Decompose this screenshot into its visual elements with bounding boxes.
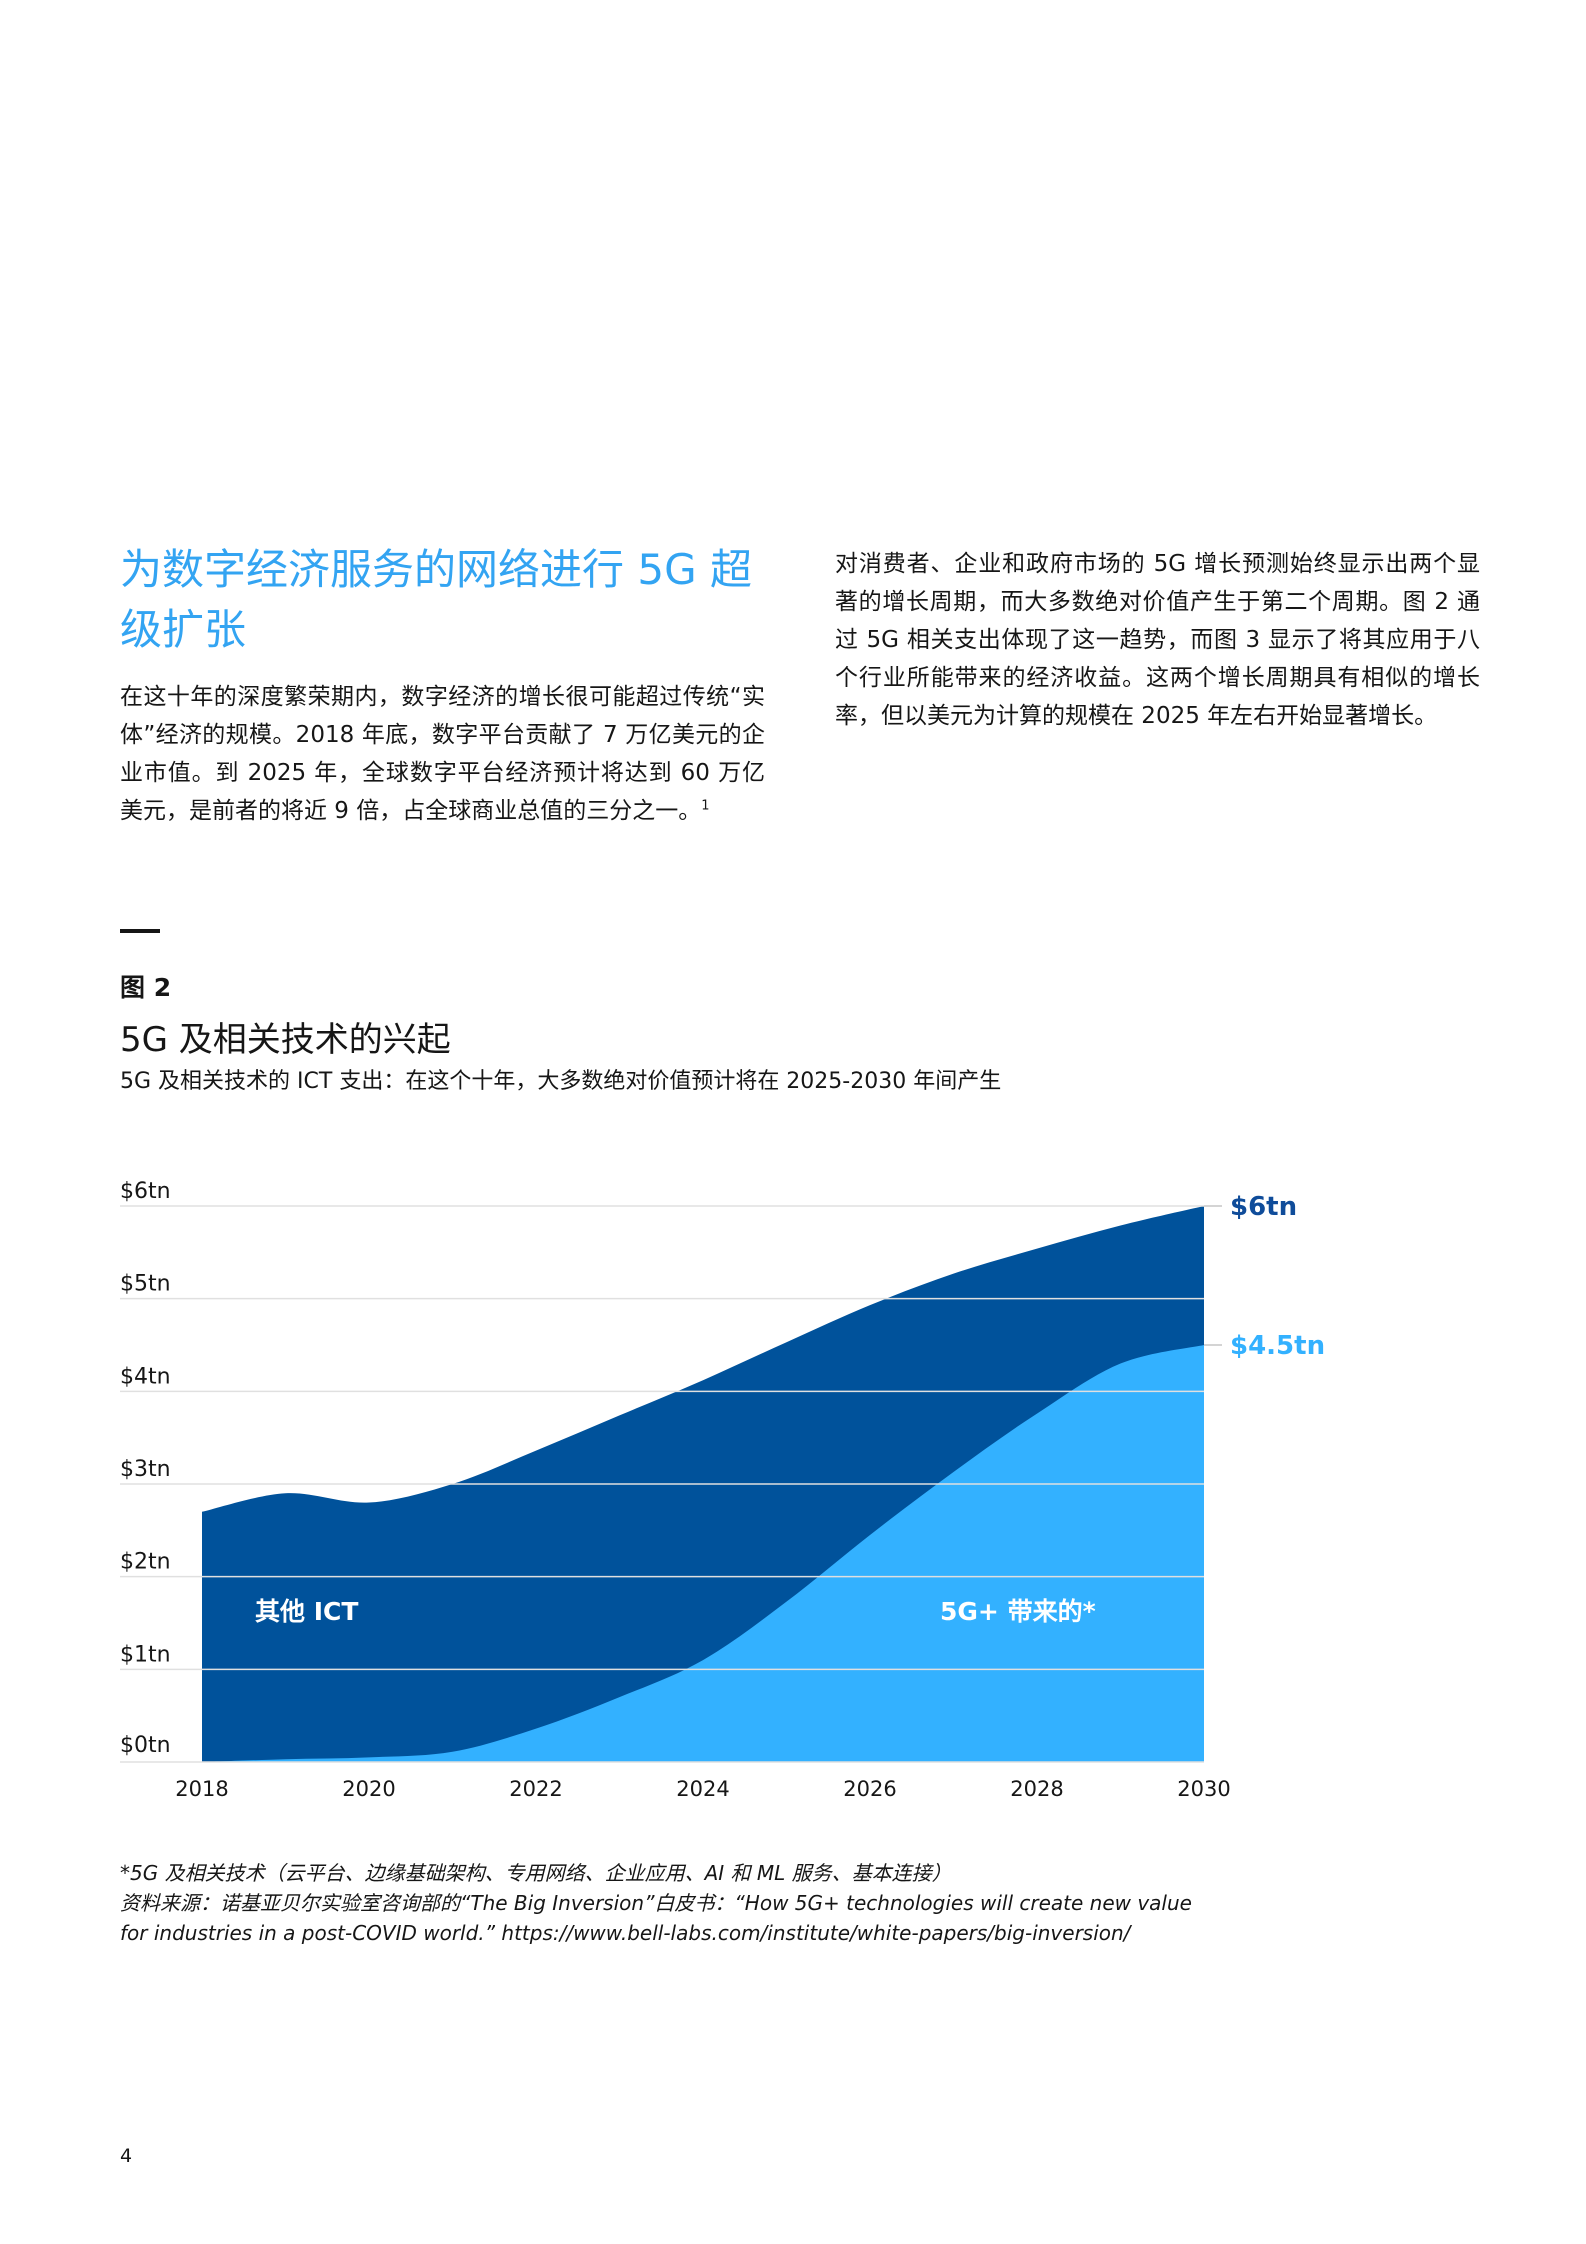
left-paragraph-text: 在这十年的深度繁荣期内，数字经济的增长很可能超过传统“实体”经济的规模。2018… [120,684,765,824]
stacked-area-chart: $0tn $1tn $2tn $3tn $4tn $5tn $6tn 2018 2020 202… [120,1179,1325,1801]
area-5g [202,1345,1204,1762]
end-value-label: $6tn [1230,1192,1297,1222]
series-label-5g: 5G+ 带来的* [940,1597,1096,1626]
x-tick-label: 2030 [1177,1777,1230,1801]
section-divider [120,929,160,933]
figure-notes: *5G 及相关技术（云平台、边缘基础架构、专用网络、企业应用、AI 和 ML 服… [120,1858,1320,1948]
footnote-ref: 1 [701,798,710,814]
page-number: 4 [120,2145,133,2167]
x-tick-label: 2022 [509,1777,562,1801]
y-tick-label: $1tn [120,1642,171,1667]
figure-title: 5G 及相关技术的兴起 [120,1020,451,1060]
end-value-label: $4.5tn [1230,1331,1325,1361]
y-tick-label: $5tn [120,1272,171,1297]
x-tick-label: 2020 [342,1777,395,1801]
note-source: 资料来源：诺基亚贝尔实验室咨询部的“The Big Inversion”白皮书：… [120,1891,1192,1915]
section-headline: 为数字经济服务的网络进行 5G 超级扩张 [120,545,752,654]
series-label-other-ict: 其他 ICT [255,1597,358,1626]
y-tick-label: $2tn [120,1550,171,1575]
y-tick-label: $6tn [120,1179,171,1204]
left-paragraph: 在这十年的深度繁荣期内，数字经济的增长很可能超过传统“实体”经济的规模。2018… [120,678,765,830]
y-tick-label: $4tn [120,1364,171,1389]
y-tick-label: $0tn [120,1733,171,1758]
figure-label: 图 2 [120,973,172,1002]
figure-subtitle: 5G 及相关技术的 ICT 支出：在这个十年，大多数绝对价值预计将在 2025-… [120,1069,1002,1094]
x-tick-label: 2018 [175,1777,228,1801]
x-tick-label: 2026 [843,1777,896,1801]
y-tick-label: $3tn [120,1457,171,1482]
x-tick-label: 2028 [1010,1777,1063,1801]
note-footnote: *5G 及相关技术（云平台、边缘基础架构、专用网络、企业应用、AI 和 ML 服… [120,1861,952,1885]
x-tick-label: 2024 [676,1777,729,1801]
right-paragraph: 对消费者、企业和政府市场的 5G 增长预测始终显示出两个显著的增长周期，而大多数… [835,551,1480,729]
note-source-cont: for industries in a post-COVID world.” h… [120,1921,1131,1945]
